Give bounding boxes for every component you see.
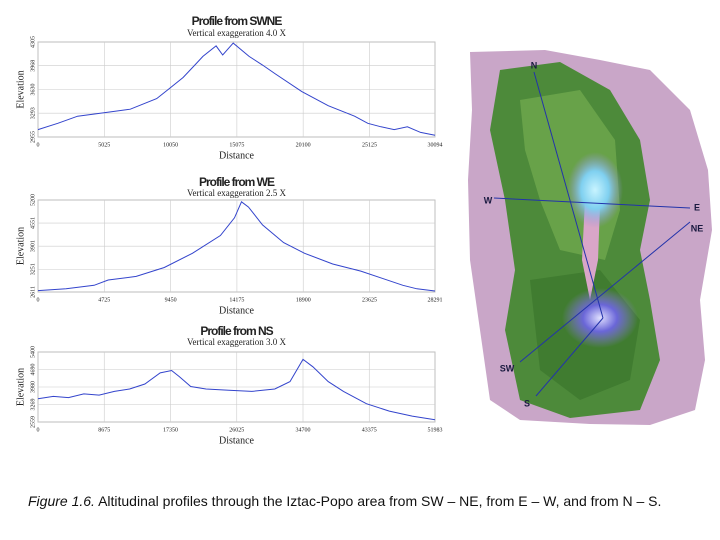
x-tick-label: 51983 (428, 427, 443, 433)
map-label: NE (691, 223, 704, 233)
profile-line (493, 197, 691, 209)
map-label: SW (500, 363, 515, 373)
x-tick-label: 26025 (229, 427, 244, 433)
profile-line (37, 358, 436, 421)
map-label: S (524, 398, 530, 408)
caption-label: Figure 1.6. (28, 493, 95, 509)
y-tick-label: 4690 (30, 363, 36, 375)
caption: Figure 1.6. Altitudinal profiles through… (28, 492, 708, 511)
y-tick-label: 3968 (30, 60, 36, 72)
map-label: W (484, 195, 493, 205)
y-tick-label: 3630 (30, 84, 36, 96)
x-tick-label: 8675 (98, 427, 110, 433)
y-tick-label: 2611 (30, 286, 36, 298)
chart-subtitle: Vertical exaggeration 2.5 X (187, 188, 286, 198)
x-tick-label: 5025 (98, 142, 110, 148)
chart-subtitle: Vertical exaggeration 3.0 X (187, 337, 286, 347)
x-axis-label: Distance (219, 435, 255, 446)
x-tick-label: 14175 (229, 297, 244, 303)
y-tick-label: 4551 (30, 217, 36, 229)
y-tick-label: 5200 (30, 194, 36, 206)
x-tick-label: 20100 (296, 142, 311, 148)
y-tick-label: 2559 (30, 416, 36, 428)
y-tick-label: 2955 (30, 131, 36, 143)
profile-line (37, 42, 436, 136)
x-tick-label: 30094 (428, 142, 443, 148)
y-tick-label: 3251 (30, 263, 36, 275)
x-tick-label: 4725 (98, 297, 110, 303)
y-tick-label: 3901 (30, 240, 36, 252)
map-label: E (694, 202, 700, 212)
y-axis-label: Elevation (15, 368, 26, 406)
x-tick-label: 34700 (296, 427, 311, 433)
x-tick-label: 15075 (229, 142, 244, 148)
x-tick-label: 43375 (362, 427, 377, 433)
x-tick-label: 25125 (362, 142, 377, 148)
y-axis-label: Elevation (15, 227, 26, 265)
satellite-map (468, 50, 712, 425)
x-tick-label: 0 (37, 427, 40, 433)
profile-line (519, 221, 691, 363)
profile-line (37, 201, 436, 292)
x-tick-label: 18900 (296, 297, 311, 303)
x-tick-label: 10050 (163, 142, 178, 148)
chart-title: Profile from NS (200, 324, 273, 338)
x-tick-label: 9450 (165, 297, 177, 303)
profile-lines (493, 71, 691, 397)
x-tick-label: 17350 (163, 427, 178, 433)
x-axis-label: Distance (219, 305, 255, 316)
x-tick-label: 28291 (428, 297, 443, 303)
y-tick-label: 3293 (30, 107, 36, 119)
volcano-popo (562, 288, 638, 348)
profile-line (535, 317, 604, 397)
y-tick-label: 5400 (30, 346, 36, 358)
y-axis-label: Elevation (15, 70, 26, 108)
profile-line (533, 71, 604, 319)
chart-title: Profile from WE (199, 175, 275, 189)
x-tick-label: 0 (37, 142, 40, 148)
chart-title: Profile from SWNE (192, 14, 283, 28)
volcano-iztac (567, 152, 623, 228)
y-tick-label: 3980 (30, 381, 36, 393)
y-tick-label: 4305 (30, 36, 36, 48)
x-tick-label: 23625 (362, 297, 377, 303)
map-label: N (531, 60, 538, 70)
y-tick-label: 3269 (30, 399, 36, 411)
x-axis-label: Distance (219, 150, 255, 161)
x-tick-label: 0 (37, 297, 40, 303)
caption-text: Altitudinal profiles through the Iztac-P… (98, 493, 662, 509)
chart-subtitle: Vertical exaggeration 4.0 X (187, 28, 286, 38)
